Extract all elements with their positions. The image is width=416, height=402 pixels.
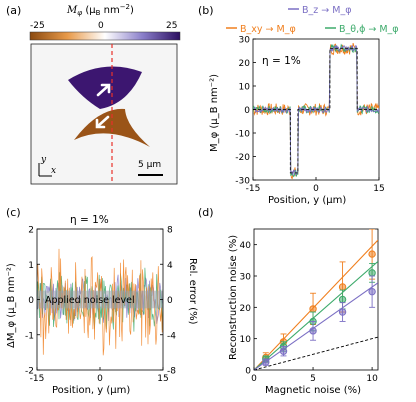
xtick-label-b: 0 (313, 184, 319, 194)
ytick-label-d: 0 (245, 367, 251, 377)
ytick-label-c: 1 (28, 261, 34, 271)
ytick-label-d: 40 (240, 241, 252, 251)
point-bz (338, 308, 347, 316)
reference-line (254, 336, 378, 370)
point-btheta (368, 269, 376, 277)
ylabel-c-right: Rel. error (%) (187, 258, 198, 325)
ytick-label-c: -1 (25, 331, 34, 341)
legend-btheta: B_θ,ϕ → M_φ (339, 24, 399, 35)
panel-label-b: (b) (198, 4, 214, 17)
ylabel-c: ΔM_φ (μ_B nm⁻²) (6, 263, 17, 348)
ytick-label-d: 30 (240, 273, 252, 283)
ytick-label-d: 20 (240, 304, 252, 314)
axis-indicator-x: x (51, 166, 56, 176)
trace-bxy (253, 42, 379, 180)
ytick-label-c: -2 (25, 367, 34, 377)
axis-indicator: y x (38, 155, 56, 177)
ytick-label-b: 30 (239, 36, 251, 46)
ytick-label-c-right: -4 (167, 331, 176, 341)
legend-b: B_z → M_φ B_xy → M_φ B_θ,ϕ → M_φ (226, 5, 399, 35)
colorbar-tick-mid: 0 (98, 21, 104, 31)
colorbar-tick-max: 25 (166, 21, 177, 31)
brown-domain (74, 108, 150, 147)
axes-d (253, 228, 379, 371)
xtick-label-b: -15 (246, 184, 261, 194)
ytick-label-c: 2 (28, 226, 34, 236)
ytick-label-b: -30 (235, 177, 250, 187)
true-profile (253, 47, 379, 174)
annotation-b: η = 1% (262, 55, 301, 67)
xtick-label-d: 5 (310, 374, 316, 384)
point-bxy (368, 250, 376, 258)
fit-line-btheta (254, 261, 378, 370)
point-bz (309, 327, 317, 335)
ytick-label-d: 10 (240, 335, 252, 345)
xtick-label-c: -15 (30, 374, 45, 384)
ylabel-d: Reconstruction noise (%) (228, 235, 239, 360)
xtick-label-c: 0 (97, 374, 103, 384)
point-bxy (309, 305, 317, 313)
ytick-label-c-right: 4 (167, 261, 173, 271)
legend-bz: B_z → M_φ (302, 5, 351, 16)
xtick-label-d: 0 (251, 374, 257, 384)
xlabel-b: Position, y (μm) (268, 195, 346, 206)
legend-bxy: B_xy → M_φ (240, 24, 296, 35)
point-bz (279, 347, 288, 355)
point-bxy (338, 283, 347, 291)
ytick-label-b: 0 (244, 106, 250, 116)
scalebar-label: 5 μm (138, 160, 161, 170)
ytick-label-c-right: 0 (167, 296, 173, 306)
xtick-label-c: 15 (157, 374, 168, 384)
ytick-label-b: 20 (239, 59, 251, 69)
panel-label-a: (a) (6, 4, 21, 17)
point-bz (262, 358, 270, 366)
arrow-down-left-icon (95, 115, 110, 129)
ylabel-b: M_φ (μ_B nm⁻²) (209, 74, 220, 152)
ytick-label-c-right: -8 (167, 367, 176, 377)
panel-label-d: (d) (198, 206, 214, 219)
arrow-up-right-icon (96, 83, 111, 97)
xlabel-c: Position, y (μm) (52, 385, 130, 396)
fit-line-bxy (254, 239, 378, 370)
band-label: Applied noise level (45, 295, 135, 306)
colorbar-tick-min: -25 (30, 21, 45, 31)
noise-band (37, 290, 163, 309)
ytick-label-b: -10 (235, 130, 250, 140)
fit-line-bz (254, 282, 378, 370)
annotation-c: η = 1% (70, 214, 109, 226)
ytick-label-c-right: 8 (167, 226, 173, 236)
colorbar (29, 31, 181, 41)
colorbar-title: Mφ (μB nm−2) (66, 3, 134, 17)
panel-label-c: (c) (6, 206, 21, 219)
point-btheta (338, 295, 347, 304)
xtick-label-b: 15 (373, 184, 384, 194)
ytick-label-b: -20 (235, 153, 250, 163)
axis-indicator-y: y (40, 155, 47, 165)
ytick-label-c: 0 (28, 296, 34, 306)
point-bz (368, 287, 376, 296)
ytick-label-b: 10 (239, 83, 251, 93)
xlabel-d: Magnetic noise (%) (265, 385, 361, 396)
trace-bz (253, 44, 379, 176)
xtick-label-d: 10 (366, 374, 378, 384)
